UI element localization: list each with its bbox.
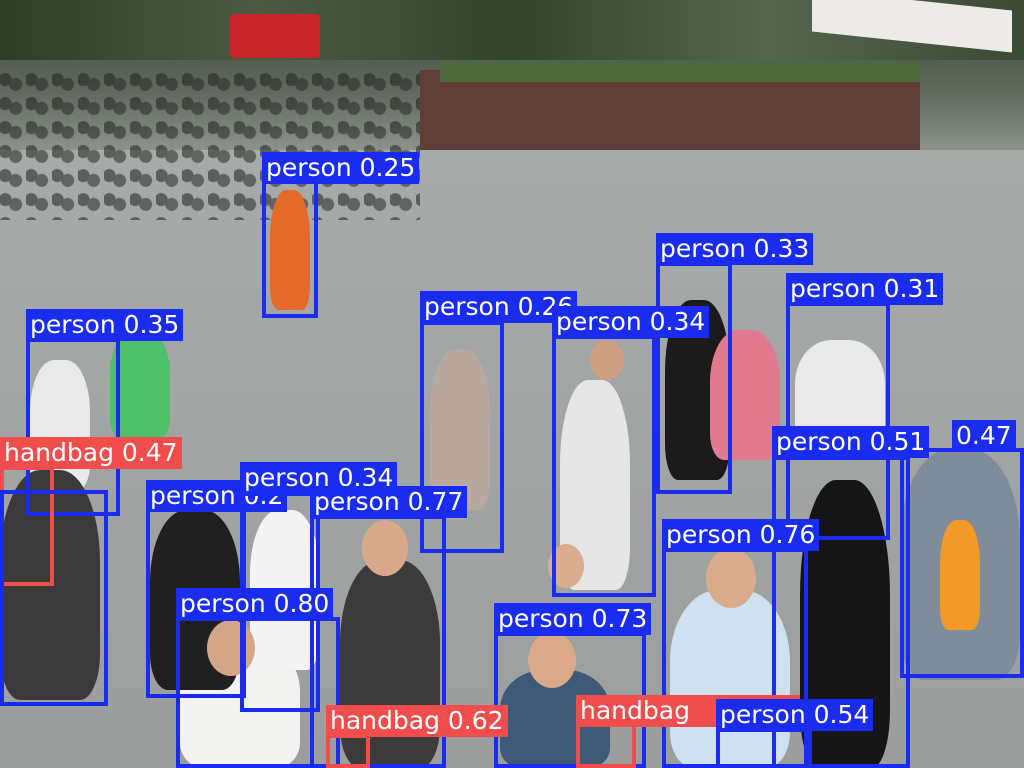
detection-box [262, 180, 318, 318]
crowd-figure [110, 330, 170, 440]
detection-label: person 0.35 [26, 309, 184, 341]
detection-label: person 0.34 [552, 306, 710, 338]
handbag-label: handbag 0.47 [0, 437, 182, 469]
handbag-label: handbag 0.62 [326, 705, 508, 737]
face [362, 520, 408, 576]
detection-label: person 0.77 [310, 486, 468, 518]
crowd-figure [670, 590, 790, 768]
detection-box [552, 335, 656, 597]
detection-label: person 0.80 [176, 588, 334, 620]
detection-box [176, 617, 340, 768]
crowd-figure [710, 330, 780, 460]
detection-box [656, 262, 732, 494]
detection-box [420, 321, 504, 553]
detection-box [716, 728, 812, 768]
tour-bus [230, 14, 320, 58]
detection-label: 0.47 [952, 420, 1016, 452]
detection-box [772, 456, 910, 768]
face [706, 548, 756, 608]
detection-box [900, 448, 1024, 678]
planter-wall [420, 70, 920, 150]
handbag-box [326, 734, 370, 768]
face [207, 620, 255, 676]
detection-label: person 0.73 [494, 603, 652, 635]
detection-label: person 0.54 [716, 699, 874, 731]
detection-label: person 0.25 [262, 152, 420, 184]
detection-label: person 0.26 [420, 291, 578, 323]
detection-label: person 0.51 [772, 426, 930, 458]
far-crowd [0, 70, 420, 220]
detection-label: person 0.33 [656, 233, 814, 265]
detection-box [0, 490, 108, 706]
crowd-figure [270, 190, 310, 310]
crowd-figure [940, 520, 980, 630]
face [528, 632, 576, 688]
face [590, 340, 624, 380]
detection-label: person 0.31 [786, 273, 944, 305]
handbag-box [576, 722, 636, 768]
handbag-label-text: handbag [580, 696, 690, 725]
hedge [440, 62, 920, 82]
detection-label: person 0.76 [662, 519, 820, 551]
crowd-figure [430, 350, 490, 510]
